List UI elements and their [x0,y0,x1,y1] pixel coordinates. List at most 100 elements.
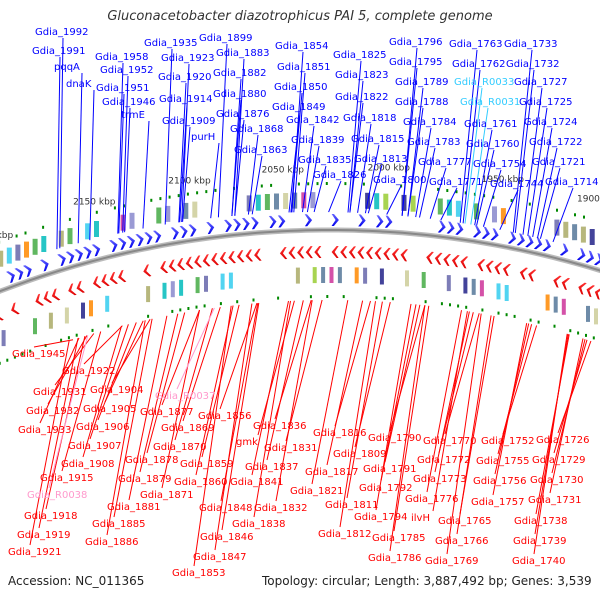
forward-feature-block [192,201,198,218]
leader-line [38,338,79,529]
forward-gene-arrow [576,248,586,261]
leader-line [124,107,131,233]
forward-marker [24,231,27,235]
reverse-marker [440,302,443,306]
reverse-gene-arrow [228,251,236,264]
forward-feature-block [446,199,452,216]
reverse-marker [179,308,182,312]
leader-line [193,305,232,567]
forward-gene-arrow [507,231,517,244]
reverse-gene-arrow [76,280,85,293]
reverse-gene-arrow [297,246,305,259]
reverse-gene-arrow [594,287,600,300]
forward-marker [344,182,347,186]
reverse-marker [6,358,9,362]
gene-label: Gdia_1848 [199,503,252,514]
gene-label: Gdia_1906 [76,422,129,433]
gene-label: Gdia_1783 [407,137,460,148]
gene-label: Gdia_1881 [107,502,160,513]
leader-line [434,311,470,473]
forward-gene-arrow [472,225,482,238]
reverse-gene-arrow [194,255,203,268]
gene-label: Gdia_1923 [161,53,214,64]
gene-label: Gdia_1771 [429,177,482,188]
reverse-feature-block [220,273,225,290]
forward-feature-block [264,194,270,210]
gene-label: Gdia_1818 [343,113,396,124]
leader-line [532,127,553,237]
gene-label: Gdia_1919 [17,530,70,541]
reverse-marker [577,331,580,335]
reverse-feature-block [48,312,53,329]
forward-marker [159,197,162,201]
leader-line [217,43,228,218]
gene-label: Gdia_1836 [253,421,306,432]
scale-ticks: 2200 kbp 2150 kbp 2100 kbp 2050 kbp 2000 kbp… [0,164,600,242]
leader-line [432,311,468,512]
reverse-gene-arrow [502,263,511,277]
reverse-feature-block [421,272,426,288]
leader-line [266,300,304,461]
forward-feature-block [85,223,91,240]
leader-line [251,300,289,476]
leader-line [393,305,430,532]
genome-summary-text: Topology: circular; Length: 3,887,492 bp… [262,574,592,588]
reverse-gene-arrow [400,249,409,262]
reverse-marker [0,361,1,365]
gene-label: Gdia_1878 [125,455,178,466]
forward-gene-arrow [358,214,366,227]
gene-label: Gdia_1933 [18,425,71,436]
leader-line [234,119,245,216]
leader-line [462,69,481,224]
leader-line [302,125,315,213]
gene-label: Gdia_1721 [532,157,585,168]
leader-line [440,187,458,221]
gene-label: Gdia_1822 [335,92,388,103]
reverse-feature-block [146,286,151,303]
reverse-feature-block [504,285,509,301]
gene-label: Gdia_1752 [481,436,534,447]
forward-gene-arrow [206,221,215,235]
forward-gene-arrow [126,235,136,249]
leader-line [552,187,574,243]
leader-line [219,303,258,410]
gene-label: Gdia_R0031 [460,97,520,108]
reverse-marker [277,296,280,300]
reverse-gene-arrow [528,269,537,282]
forward-gene-arrow [233,218,241,231]
reverse-gene-arrow [51,288,61,301]
forward-gene-arrow [304,214,313,227]
reverse-feature-block [586,305,590,322]
forward-marker [556,208,558,212]
reverse-gene-arrow [331,246,339,259]
leader-line [285,299,323,442]
reverse-feature-block [321,267,326,283]
reverse-gene-arrow [143,264,152,277]
leader-line [293,72,306,213]
leader-line [29,340,70,546]
gene-label: Gdia_1885 [92,519,145,530]
reverse-marker [252,298,255,302]
reverse-gene-arrow [383,247,391,261]
forward-marker [325,182,328,185]
forward-gene-arrow [224,219,232,232]
reverse-marker [383,296,386,300]
leader-line [89,89,95,241]
gene-label: Gdia_1877 [140,407,193,418]
reverse-feature-block [228,272,233,289]
forward-marker [583,215,585,219]
leader-line [118,93,125,234]
gene-label: Gdia_1763 [449,39,502,50]
reverse-marker [187,307,190,310]
gene-label: Gdia_1800 [373,175,426,186]
reverse-feature-block [33,318,37,335]
leader-line [234,58,245,216]
feature-tracks [0,182,600,365]
reverse-gene-arrow [443,253,452,267]
forward-feature-block [580,226,586,243]
forward-gene-arrow [170,227,179,240]
forward-feature-block [474,203,479,220]
gene-label: Gdia_1792 [359,483,412,494]
forward-gene-arrow [152,230,162,243]
leader-line [111,319,151,384]
